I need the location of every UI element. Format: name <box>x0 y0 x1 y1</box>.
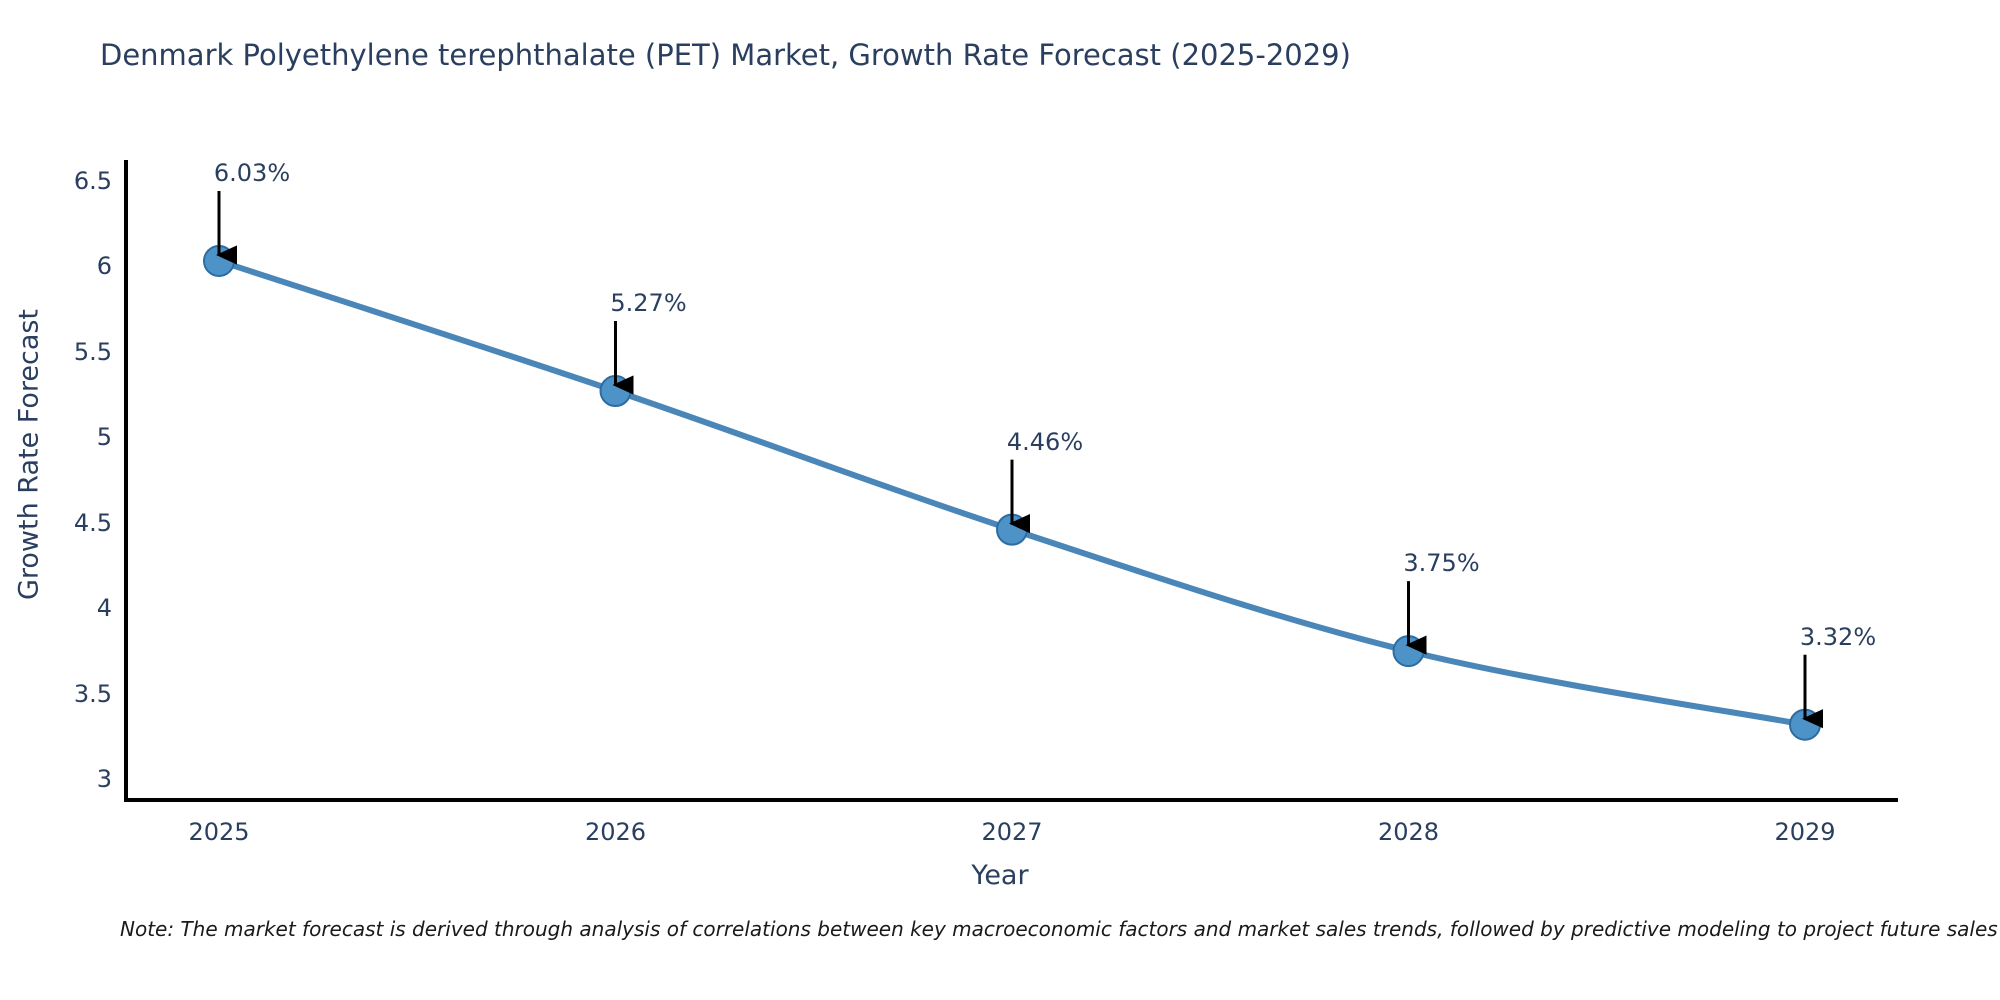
y-tick-label: 5.5 <box>73 337 112 366</box>
y-axis-title: Growth Rate Forecast <box>13 308 45 601</box>
x-tick-label: 2025 <box>188 818 250 846</box>
data-point-marker[interactable] <box>1789 708 1821 741</box>
y-tick-label: 3 <box>96 765 112 794</box>
chart-title: Denmark Polyethylene terephthalate (PET)… <box>100 38 1351 72</box>
data-point-label: 4.46% <box>1006 427 1084 456</box>
y-tick-label: 4 <box>96 594 112 623</box>
data-point-label: 3.75% <box>1403 549 1480 578</box>
axes <box>124 160 1898 802</box>
data-point-label: 3.32% <box>1799 622 1877 651</box>
data-series <box>203 244 1821 741</box>
data-point-label: 5.27% <box>610 289 687 318</box>
y-tick-label: 4.5 <box>73 508 112 537</box>
series-line <box>216 257 1808 728</box>
x-tick-label: 2028 <box>1377 818 1440 846</box>
x-tick-label: 2026 <box>584 818 647 846</box>
data-point-marker[interactable] <box>996 513 1028 546</box>
x-tick-label: 2027 <box>981 818 1043 846</box>
y-tick-label: 6 <box>96 252 112 281</box>
data-point-label: 6.03% <box>213 158 291 187</box>
y-tick-label: 6.5 <box>73 166 112 195</box>
y-tick-label: 3.5 <box>73 679 112 708</box>
data-point-marker[interactable] <box>599 375 632 408</box>
x-tick-label: 2029 <box>1774 818 1836 846</box>
data-point-marker[interactable] <box>203 244 235 277</box>
data-point-marker[interactable] <box>1392 635 1425 668</box>
y-tick-label: 5 <box>96 423 112 452</box>
footnote: Note: The market forecast is derived thr… <box>120 917 1998 941</box>
x-axis-title: Year <box>971 860 1029 891</box>
